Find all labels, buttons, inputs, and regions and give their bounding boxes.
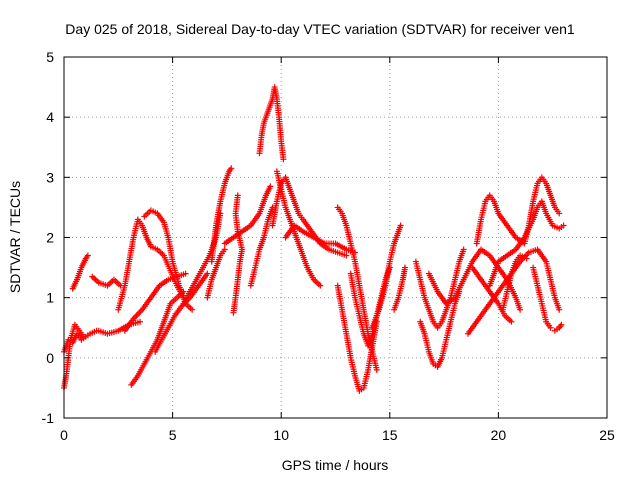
y-tick-label: 0: [46, 350, 54, 366]
x-tick-label: 5: [169, 427, 177, 443]
y-tick-label: -1: [42, 410, 55, 426]
data-point: [343, 252, 350, 259]
series-track-x: [369, 222, 404, 331]
data-point: [267, 183, 274, 190]
series-track-c: [69, 252, 91, 292]
data-point: [460, 246, 467, 253]
data-points: [61, 84, 567, 394]
data-point: [317, 282, 324, 289]
series-track-i: [121, 270, 189, 334]
data-point: [560, 222, 567, 229]
series-track-f: [115, 216, 187, 313]
y-tick-label: 1: [46, 290, 54, 306]
data-point: [280, 156, 287, 163]
series-track-p: [247, 204, 276, 289]
series-track-q: [256, 84, 287, 163]
series-track-r: [273, 168, 324, 289]
series-track-ae: [486, 198, 567, 289]
data-point: [234, 192, 241, 199]
series-track-d: [89, 273, 124, 289]
data-point: [228, 165, 235, 172]
series-track-u: [334, 204, 380, 373]
data-point: [80, 333, 87, 340]
data-point: [397, 222, 404, 229]
data-point: [556, 306, 563, 313]
series-track-ah: [551, 321, 565, 334]
series-track-h: [141, 207, 196, 313]
x-tick-label: 15: [382, 427, 398, 443]
data-point: [556, 210, 563, 217]
y-axis-label: SDTVAR / TECUs: [7, 181, 23, 293]
x-tick-label: 20: [491, 427, 507, 443]
series-track-aa: [417, 288, 463, 370]
data-point: [558, 321, 565, 328]
series-track-v: [334, 282, 380, 394]
series-track-l: [204, 246, 228, 301]
x-tick-label: 10: [273, 427, 289, 443]
x-axis-label: GPS time / hours: [282, 457, 389, 473]
data-point: [517, 306, 524, 313]
x-tick-label: 25: [599, 427, 615, 443]
y-tick-label: 5: [46, 49, 54, 65]
data-point: [204, 270, 211, 277]
series-track-ag: [530, 264, 554, 331]
series-track-ad: [473, 174, 563, 247]
chart-title: Day 025 of 2018, Sidereal Day-to-day VTE…: [65, 21, 575, 37]
data-point: [189, 306, 196, 313]
y-tick-label: 4: [46, 109, 54, 125]
data-point: [547, 324, 554, 331]
series-track-y: [391, 264, 409, 313]
data-point: [402, 264, 409, 271]
data-point: [508, 318, 515, 325]
series-track-s: [269, 174, 350, 259]
axis-ticks: 0 5 10 15 20 25 -1 0 1 2 3 4 5: [42, 49, 615, 443]
data-point: [373, 366, 380, 373]
y-tick-label: 3: [46, 169, 54, 185]
series-track-n: [230, 192, 246, 316]
data-point: [137, 318, 144, 325]
series-track-k: [180, 210, 224, 307]
series-track-j: [152, 270, 211, 355]
series-track-o: [221, 183, 274, 247]
y-tick-label: 2: [46, 230, 54, 246]
data-point: [523, 255, 530, 262]
data-point: [182, 270, 189, 277]
series-track-ai: [469, 264, 515, 325]
series-track-m: [208, 165, 235, 265]
series-track-af: [499, 252, 530, 313]
data-point: [221, 246, 228, 253]
data-point: [84, 252, 91, 259]
series-track-ab: [425, 246, 524, 313]
x-tick-label: 0: [60, 427, 68, 443]
